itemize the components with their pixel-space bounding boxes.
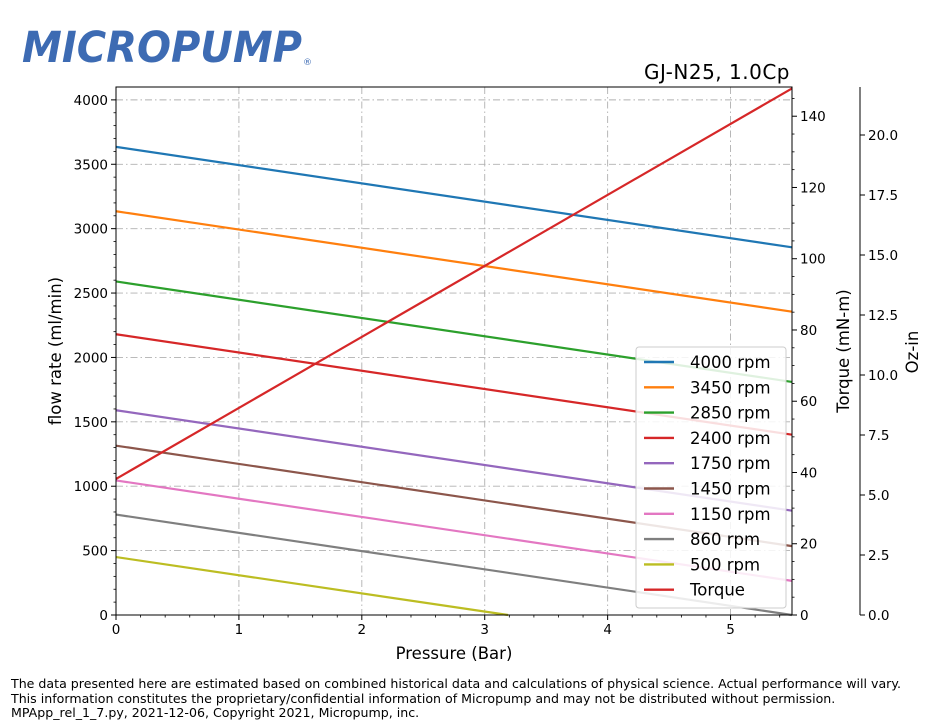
tick-label-y: 1500 <box>74 415 108 431</box>
plot-frame <box>115 86 793 616</box>
logo-registered-mark: ® <box>303 58 312 68</box>
tick-label-y2: 100 <box>800 252 826 268</box>
legend-entry-label: 2400 rpm <box>690 429 771 448</box>
x-axis-label: Pressure (Bar) <box>396 644 513 663</box>
legend-entry-label: 1150 rpm <box>690 505 771 524</box>
tick-label-y2: 140 <box>800 109 826 125</box>
tick-label-y2: 60 <box>800 394 817 410</box>
tick-label-y: 3500 <box>74 157 108 173</box>
footer-disclaimer-line-1: The data presented here are estimated ba… <box>11 676 902 691</box>
tick-label-y3: 5.0 <box>868 488 889 504</box>
footer-disclaimer-line-2: This information constitutes the proprie… <box>11 691 836 706</box>
tick-label-y: 4000 <box>74 93 108 109</box>
tick-label-y3: 20.0 <box>868 128 898 144</box>
tick-label-y: 500 <box>82 544 108 560</box>
micropump-logo-mark: MICROPUMP ® <box>22 23 312 73</box>
tick-label-y3: 10.0 <box>868 368 898 384</box>
performance-chart: 0 1 2 3 4 5 0 500 1000 1500 2000 2500 3000 3500 4000 0 2… <box>46 86 922 663</box>
tick-label-y3: 0.0 <box>868 608 889 624</box>
tick-label-y3: 17.5 <box>868 188 898 204</box>
tick-label-y: 1000 <box>74 479 108 495</box>
tick-label-y3: 15.0 <box>868 248 898 264</box>
tick-label-y2: 40 <box>800 465 817 481</box>
legend-entry-label: 3450 rpm <box>690 378 771 397</box>
series-line-3450-rpm <box>115 210 793 313</box>
legend-entry-label: 4000 rpm <box>690 353 771 372</box>
tick-label-y2: 0 <box>800 608 809 624</box>
tick-label-y: 0 <box>99 608 108 624</box>
legend-entry-label: 1450 rpm <box>690 480 771 499</box>
footer-version-line: MPApp_rel_1_7.py, 2021-12-06, Copyright … <box>11 705 420 720</box>
tick-label-y: 2000 <box>74 350 108 366</box>
tick-label-y3: 7.5 <box>868 428 889 444</box>
legend-entry-label: 860 rpm <box>690 530 760 549</box>
tick-label-y2: 120 <box>800 180 826 196</box>
tick-label-y3: 12.5 <box>868 308 898 324</box>
tick-label-x: 2 <box>358 622 367 638</box>
tick-label-y: 2500 <box>74 286 108 302</box>
tick-label-x: 0 <box>112 622 121 638</box>
tick-label-x: 4 <box>603 622 612 638</box>
chart-subtitle: GJ-N25, 1.0Cp <box>644 60 790 84</box>
series-line-500-rpm <box>115 555 509 617</box>
legend-entry-label: 500 rpm <box>690 555 760 574</box>
series-line-4000-rpm <box>115 145 793 249</box>
tick-label-x: 5 <box>726 622 735 638</box>
tick-label-x: 1 <box>235 622 244 638</box>
legend-entry-label: 2850 rpm <box>690 404 771 423</box>
series-line-torque <box>115 87 793 480</box>
y2-axis-label: Torque (mN-m) <box>834 289 853 414</box>
tick-label-y3: 2.5 <box>868 548 889 564</box>
logo-wordmark: MICROPUMP <box>22 23 302 72</box>
y3-axis-label: Oz-in <box>903 331 922 374</box>
y-axis-label: flow rate (ml/min) <box>46 277 65 425</box>
micropump-logo: MICROPUMP ® <box>22 22 322 76</box>
legend-entry-label: 1750 rpm <box>690 454 771 473</box>
tick-label-y: 3000 <box>74 222 108 238</box>
tick-label-y2: 20 <box>800 537 817 553</box>
legend-entry-label: Torque <box>689 581 745 600</box>
tick-label-y2: 80 <box>800 323 817 339</box>
tick-label-x: 3 <box>480 622 489 638</box>
